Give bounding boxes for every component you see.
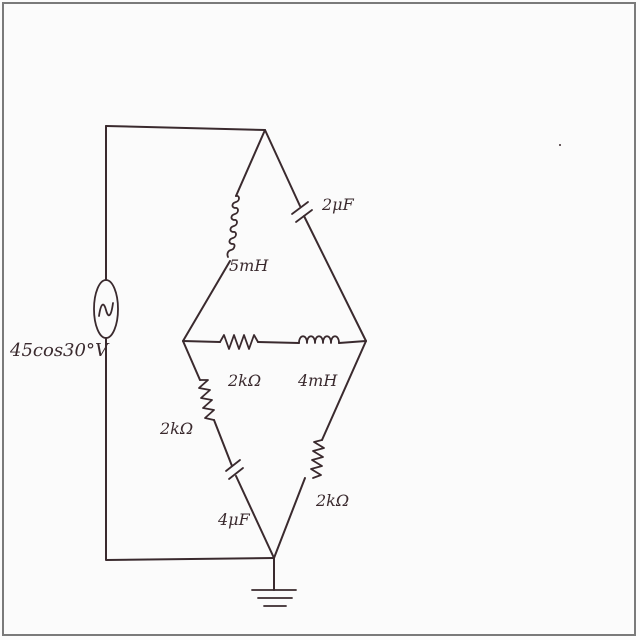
wire-lower-right-b — [273, 477, 306, 559]
wire-upper-left-b — [182, 260, 231, 342]
wire-lower-left-a — [182, 340, 201, 381]
label-4uf: 4μF — [217, 510, 251, 529]
wire-top — [105, 125, 266, 131]
label-lower-left-resistor: 2kΩ — [159, 419, 193, 438]
source-label: 45cos30°V — [9, 340, 110, 361]
wire-lower-left-c — [235, 475, 275, 559]
ground-icon — [251, 589, 297, 607]
capacitor-4uf-icon — [225, 459, 244, 480]
inductor-5mh-icon — [226, 195, 240, 258]
wire-lower-left-b — [213, 419, 233, 467]
wire-middle-c — [338, 340, 367, 344]
wire-upper-right-b — [303, 215, 367, 342]
inductor-4mh-icon — [298, 335, 340, 344]
wire-middle-a — [182, 340, 221, 343]
label-5mh: 5mH — [229, 256, 269, 275]
wire-left-lower — [105, 337, 275, 561]
resistor-lower-right-icon — [310, 439, 325, 479]
label-lower-right-resistor: 2kΩ — [315, 491, 349, 510]
label-2uf: 2μF — [321, 195, 355, 214]
ac-source-icon — [93, 279, 119, 339]
ink-speck — [559, 144, 561, 146]
resistor-lower-left-icon — [198, 379, 215, 421]
label-middle-resistor: 2kΩ — [227, 371, 261, 390]
wire-lower-right-a — [321, 340, 367, 441]
label-4mh: 4mH — [297, 371, 338, 390]
wire-middle-b — [257, 341, 300, 344]
resistor-middle-icon — [219, 334, 259, 350]
capacitor-2uf-icon — [291, 201, 313, 223]
wire-upper-left-a — [235, 129, 266, 197]
wire-upper-right-a — [264, 129, 301, 207]
